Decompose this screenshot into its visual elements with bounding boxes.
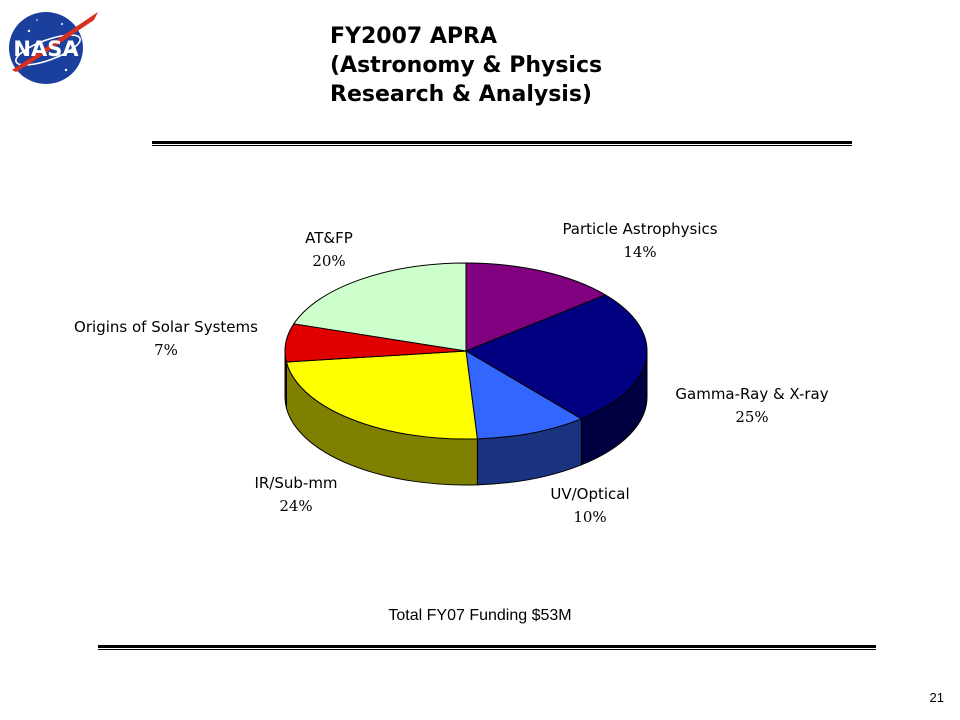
slice-percent-gamma-ray-x-ray: 25% <box>735 408 768 426</box>
slice-label-gamma-ray-x-ray: Gamma-Ray & X-ray <box>675 385 828 403</box>
pie-slice-ir-sub-mm <box>285 350 478 440</box>
title-line-1: FY2007 APRA <box>330 24 497 49</box>
pie-labels: Particle Astrophysics 14% Gamma-Ray & X-ra… <box>74 220 829 526</box>
page-number: 21 <box>929 690 944 705</box>
slice-label-ir-sub-mm: IR/Sub-mm <box>254 474 337 492</box>
slice-percent-ir-sub-mm: 24% <box>279 497 312 515</box>
slice-percent-at-fp: 20% <box>312 252 345 270</box>
slice-label-uv-optical: UV/Optical <box>550 485 629 503</box>
pie-slice-at-fp <box>293 262 467 352</box>
page-title: FY2007 APRA (Astronomy & Physics Researc… <box>330 22 630 109</box>
pie-sides <box>284 350 648 486</box>
pie-slice-uv-optical <box>465 350 583 440</box>
slice-percent-origins-of-solar-systems: 7% <box>154 341 178 359</box>
nasa-logo: NASA <box>9 12 98 84</box>
nasa-logo-text: NASA <box>13 37 79 61</box>
slice-percent-uv-optical: 10% <box>573 508 606 526</box>
slice-label-origins-of-solar-systems: Origins of Solar Systems <box>74 318 258 336</box>
top-divider <box>152 141 852 146</box>
slice-label-particle-astrophysics: Particle Astrophysics <box>562 220 717 238</box>
pie-slice-particle-astrophysics <box>465 262 607 352</box>
title-line-3: Research & Analysis) <box>330 82 592 107</box>
slice-percent-particle-astrophysics: 14% <box>623 243 656 261</box>
total-funding: Total FY07 Funding $53M <box>388 607 572 624</box>
slice-label-at-fp: AT&FP <box>305 229 353 247</box>
pie-tops <box>284 262 648 440</box>
bottom-divider <box>98 645 876 650</box>
title-line-2: (Astronomy & Physics <box>330 53 603 78</box>
pie-slice-gamma-ray-x-ray <box>464 294 648 420</box>
